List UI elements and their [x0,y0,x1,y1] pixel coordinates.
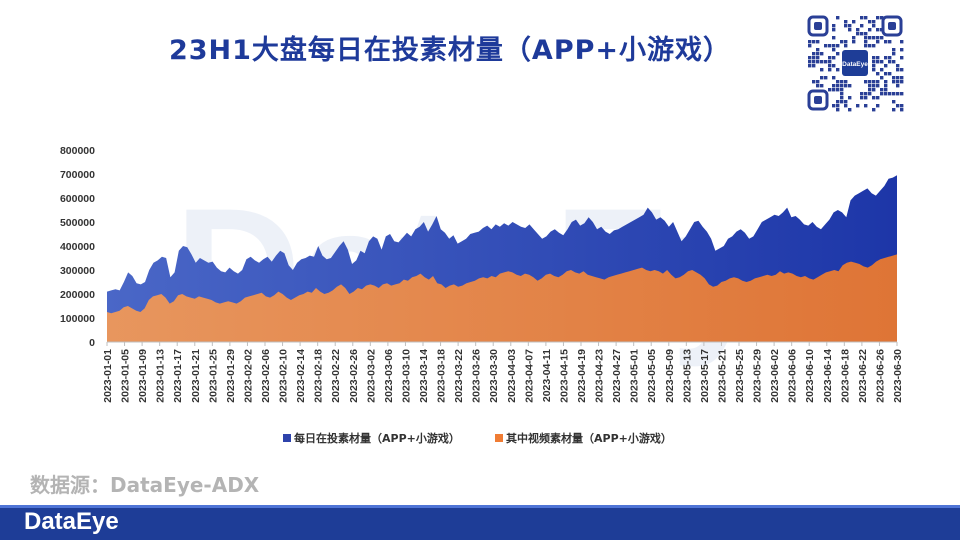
x-tick-label: 2023-01-09 [137,349,149,403]
x-tick-label: 2023-06-06 [787,349,799,403]
x-tick-label: 2023-04-11 [541,349,553,402]
y-tick-label: 200000 [60,289,95,301]
x-tick-label: 2023-05-21 [716,349,728,403]
x-tick-label: 2023-03-30 [488,349,500,403]
x-tick-label: 2023-03-18 [436,349,448,403]
x-tick-label: 2023-06-22 [857,349,869,403]
x-tick-label: 2023-05-09 [664,349,676,403]
x-tick-label: 2023-05-29 [752,349,764,403]
x-tick-label: 2023-01-17 [172,349,184,403]
y-tick-label: 0 [89,337,95,349]
x-tick-label: 2023-06-30 [892,349,904,403]
footer-stripe [0,505,960,508]
x-tick-label: 2023-05-25 [734,349,746,403]
x-tick-label: 2023-02-06 [260,349,272,403]
x-tick-label: 2023-05-17 [699,349,711,403]
qr-logo-text: DataEye [842,61,868,68]
x-tick-label: 2023-03-06 [383,349,395,403]
x-tick-label: 2023-02-14 [295,349,307,403]
y-tick-label: 800000 [60,145,95,157]
x-tick-label: 2023-02-02 [242,349,254,403]
x-tick-label: 2023-03-02 [365,349,377,403]
y-tick-label: 700000 [60,169,95,181]
y-tick-label: 600000 [60,193,95,205]
x-tick-label: 2023-02-18 [313,349,325,403]
x-tick-label: 2023-05-13 [681,349,693,403]
x-tick-label: 2023-03-14 [418,349,430,403]
legend-swatch [283,434,291,442]
x-tick-label: 2023-04-27 [611,349,623,403]
x-tick-label: 2023-06-26 [874,349,886,403]
footer-bar: DataEye [0,505,960,540]
x-tick-label: 2023-02-22 [330,349,342,403]
x-tick-label: 2023-03-10 [400,349,412,403]
y-tick-label: 300000 [60,265,95,277]
x-tick-label: 2023-04-15 [558,349,570,403]
x-tick-label: 2023-06-10 [804,349,816,403]
y-tick-label: 400000 [60,241,95,253]
x-tick-label: 2023-05-01 [629,349,641,403]
x-tick-label: 2023-01-01 [102,349,114,403]
x-tick-label: 2023-01-13 [155,349,167,403]
page-title: 23H1大盘每日在投素材量（APP+小游戏） [168,35,732,66]
qr-logo-badge [842,50,868,76]
x-tick-label: 2023-01-21 [190,349,202,403]
x-tick-label: 2023-04-19 [576,349,588,403]
footer-logo: DataEye [24,508,119,535]
x-tick-label: 2023-06-14 [822,349,834,403]
x-tick-label: 2023-03-26 [471,349,483,403]
y-tick-label: 500000 [60,217,95,229]
x-tick-label: 2023-03-22 [453,349,465,403]
x-tick-label: 2023-01-05 [120,349,132,403]
legend-swatch [495,434,503,442]
x-tick-label: 2023-04-03 [506,349,518,403]
y-tick-label: 100000 [60,313,95,325]
x-tick-label: 2023-04-23 [594,349,606,403]
x-tick-label: 2023-06-02 [769,349,781,403]
x-tick-label: 2023-02-26 [348,349,360,403]
legend-label: 每日在投素材量（APP+小游戏） [294,431,460,445]
data-source: 数据源：DataEye-ADX [30,473,260,497]
x-tick-label: 2023-05-05 [646,349,658,403]
x-tick-label: 2023-01-25 [207,349,219,403]
series-area-video [107,254,897,342]
x-tick-label: 2023-01-29 [225,349,237,403]
x-tick-label: 2023-04-07 [523,349,535,403]
x-tick-label: 2023-02-10 [278,349,290,403]
qr-code: DataEye [806,14,904,112]
legend-label: 其中视频素材量（APP+小游戏） [506,431,672,445]
x-tick-label: 2023-06-18 [839,349,851,403]
